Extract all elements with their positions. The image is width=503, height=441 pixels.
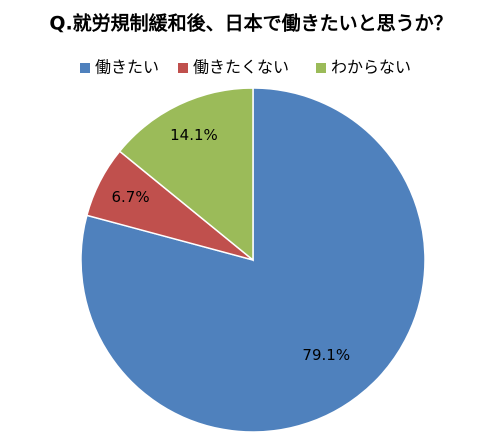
pie-slice [118, 87, 254, 262]
legend-label: 働きたくない [193, 58, 289, 77]
legend-swatch [316, 63, 326, 73]
data-label: 14.1% [170, 126, 218, 144]
data-label: 6.7% [111, 188, 149, 206]
chart-title: Q.就労規制緩和後、日本で働きたいと思うか？ [49, 12, 452, 35]
legend-label: 働きたい [95, 58, 159, 77]
legend-swatch [178, 63, 188, 73]
legend-swatch [80, 63, 90, 73]
legend-label: わからない [331, 58, 411, 77]
data-label: 79.1% [302, 346, 350, 364]
